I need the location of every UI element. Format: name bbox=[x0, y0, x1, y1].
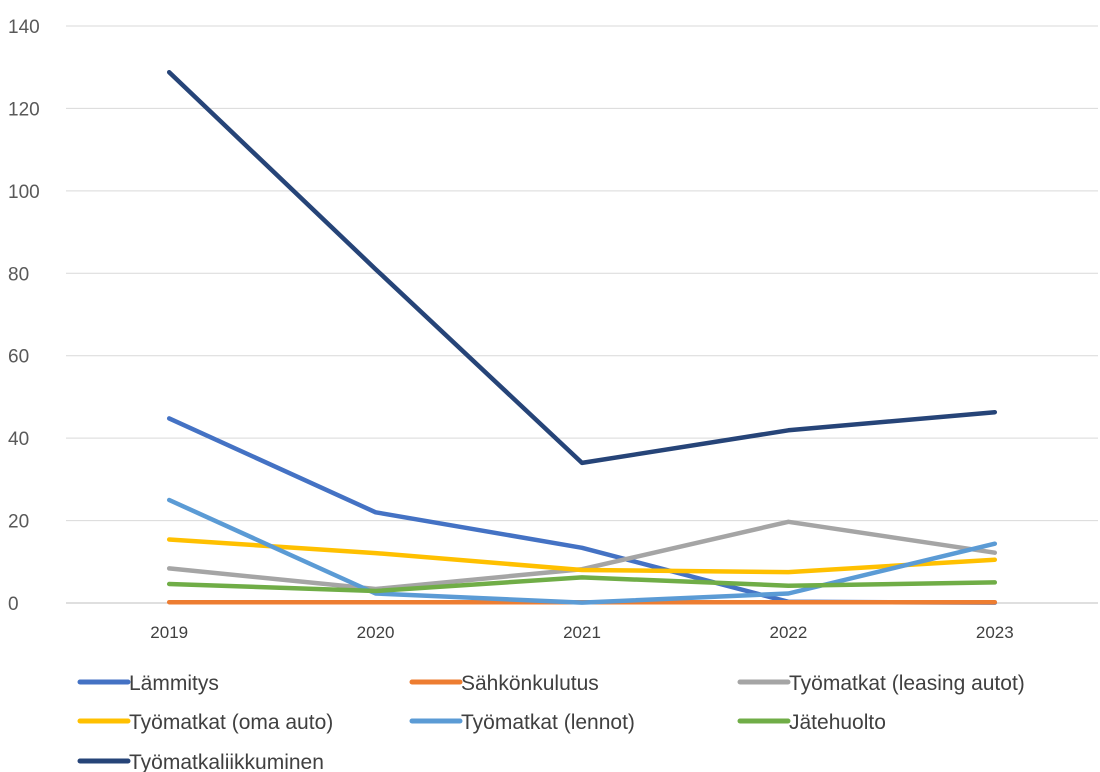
x-tick-label: 2020 bbox=[357, 623, 395, 642]
legend-label: Työmatkat (leasing autot) bbox=[789, 672, 1025, 695]
legend-item: Työmatkat (leasing autot) bbox=[737, 672, 1025, 695]
series-lines bbox=[166, 69, 998, 605]
y-tick-label: 60 bbox=[8, 347, 29, 368]
y-tick-label: 100 bbox=[8, 182, 40, 203]
series-line-3 bbox=[166, 537, 998, 575]
y-tick-label: 140 bbox=[8, 17, 40, 38]
y-tick-label: 0 bbox=[8, 594, 19, 615]
legend-label: Sähkönkulutus bbox=[461, 672, 599, 695]
series-line-6 bbox=[166, 69, 998, 466]
x-tick-label: 2021 bbox=[563, 623, 601, 642]
legend-item: Työmatkaliikkuminen bbox=[77, 751, 324, 772]
y-tick-label: 80 bbox=[8, 264, 29, 285]
x-tick-label: 2022 bbox=[769, 623, 807, 642]
legend-item: Sähkönkulutus bbox=[409, 672, 599, 695]
x-tick-label: 2019 bbox=[150, 623, 188, 642]
legend-item: Lämmitys bbox=[77, 672, 219, 695]
legend-label: Työmatkat (lennot) bbox=[461, 711, 635, 734]
y-axis-tick-labels: 0 20 40 60 80 100 120 140 bbox=[8, 17, 40, 615]
legend-label: Työmatkaliikkuminen bbox=[129, 751, 324, 772]
legend-item: Työmatkat (oma auto) bbox=[77, 711, 333, 734]
legend: Lämmitys Sähkönkulutus Työmatkat (leasing … bbox=[77, 672, 1025, 772]
legend-label: Lämmitys bbox=[129, 672, 219, 695]
legend-item: Jätehuolto bbox=[737, 711, 886, 734]
gridlines bbox=[66, 25, 1098, 604]
y-tick-label: 20 bbox=[8, 512, 29, 533]
legend-label: Työmatkat (oma auto) bbox=[129, 711, 333, 734]
x-tick-label: 2023 bbox=[976, 623, 1014, 642]
legend-item: Työmatkat (lennot) bbox=[409, 711, 635, 734]
legend-label: Jätehuolto bbox=[789, 711, 886, 734]
y-tick-label: 40 bbox=[8, 429, 29, 450]
series-line-5 bbox=[166, 575, 998, 594]
y-tick-label: 120 bbox=[8, 99, 40, 120]
x-axis-tick-labels: 2019 2020 2021 2022 2023 bbox=[150, 623, 1013, 642]
series-line-4 bbox=[166, 497, 998, 605]
